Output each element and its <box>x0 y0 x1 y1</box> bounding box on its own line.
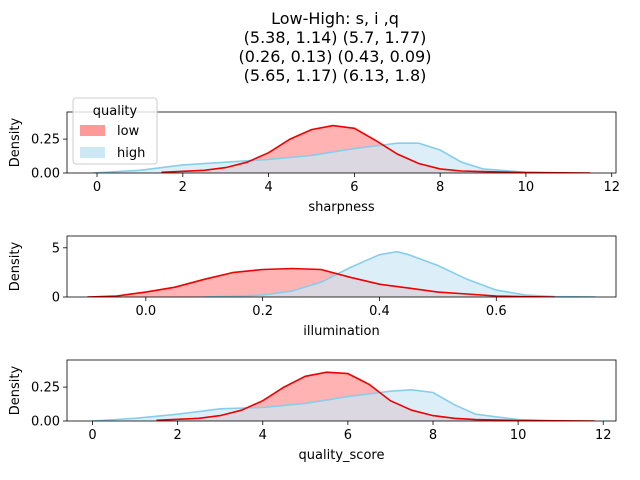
x-axis-label: sharpness <box>308 200 375 215</box>
x-axis-label: illumination <box>303 324 379 339</box>
y-axis-label: Density <box>8 241 23 291</box>
figure-title: Low-High: s, i ,q (5.38, 1.14) (5.7, 1.7… <box>239 9 432 85</box>
x-tick-label: 8 <box>429 428 437 443</box>
kde-line-low <box>156 371 595 421</box>
x-tick-label: 2 <box>179 180 187 195</box>
x-tick-label: 12 <box>595 428 612 443</box>
legend-label-low: low <box>117 124 140 139</box>
legend: quality low high <box>72 97 158 165</box>
kde-line-high <box>92 142 569 173</box>
x-tick-label: 2 <box>174 428 182 443</box>
x-tick-label: 4 <box>264 180 272 195</box>
title-line-4: (5.65, 1.17) (6.13, 1.8) <box>244 66 427 85</box>
legend-swatch-low <box>80 125 105 136</box>
density-fill-high <box>92 389 561 421</box>
x-tick-label: 8 <box>436 180 444 195</box>
subplot-illumination: 0.0 0.2 0.4 0.6 0 5 illumination Density <box>8 235 617 339</box>
x-tick-label: 0 <box>88 428 96 443</box>
x-tick-label: 10 <box>510 428 527 443</box>
legend-label-high: high <box>117 146 145 161</box>
y-axis-label: Density <box>8 117 23 167</box>
x-tick-label: 0.2 <box>252 304 273 319</box>
x-tick-label: 0.6 <box>486 304 507 319</box>
x-tick-label: 4 <box>259 428 267 443</box>
plot-area-quality_score <box>92 371 595 421</box>
legend-title: quality <box>93 104 138 119</box>
subplot-quality_score: 0 2 4 6 8 10 12 0.00 0.25 quality_score Density <box>8 359 617 463</box>
x-tick-label: 12 <box>603 180 620 195</box>
plot-area-illumination <box>87 250 596 297</box>
x-axis-label: quality_score <box>299 448 385 463</box>
y-tick-label: 0.00 <box>31 415 60 430</box>
density-fill-high <box>204 251 596 297</box>
y-tick-label: 0.00 <box>31 167 60 182</box>
title-line-2: (5.38, 1.14) (5.7, 1.77) <box>244 28 427 47</box>
y-tick-label: 0.25 <box>31 133 60 148</box>
title-line-3: (0.26, 0.13) (0.43, 0.09) <box>239 47 432 66</box>
kde-line-low <box>161 124 591 173</box>
axes-frame <box>66 235 617 298</box>
legend-swatch-high <box>80 147 105 158</box>
plot-area-sharpness <box>92 124 591 173</box>
x-tick-label: 0 <box>93 180 101 195</box>
y-tick-label: 0 <box>52 291 60 306</box>
kde-line-high <box>204 250 596 297</box>
axes-frame <box>66 359 617 422</box>
y-tick-label: 0.25 <box>31 381 60 396</box>
y-axis-label: Density <box>8 365 23 415</box>
density-fill-high <box>92 143 569 173</box>
x-tick-label: 0.0 <box>136 304 157 319</box>
x-tick-label: 6 <box>350 180 358 195</box>
title-line-1: Low-High: s, i ,q <box>271 9 399 28</box>
subplot-sharpness: 0 2 4 6 8 10 12 0.00 0.25 sharpness Density <box>8 111 620 215</box>
kde-line-low <box>87 267 555 297</box>
kde-line-high <box>92 388 561 421</box>
x-tick-label: 0.4 <box>369 304 390 319</box>
y-tick-label: 5 <box>52 241 60 256</box>
axes-frame <box>66 111 617 174</box>
x-tick-label: 10 <box>518 180 535 195</box>
x-tick-label: 6 <box>344 428 352 443</box>
